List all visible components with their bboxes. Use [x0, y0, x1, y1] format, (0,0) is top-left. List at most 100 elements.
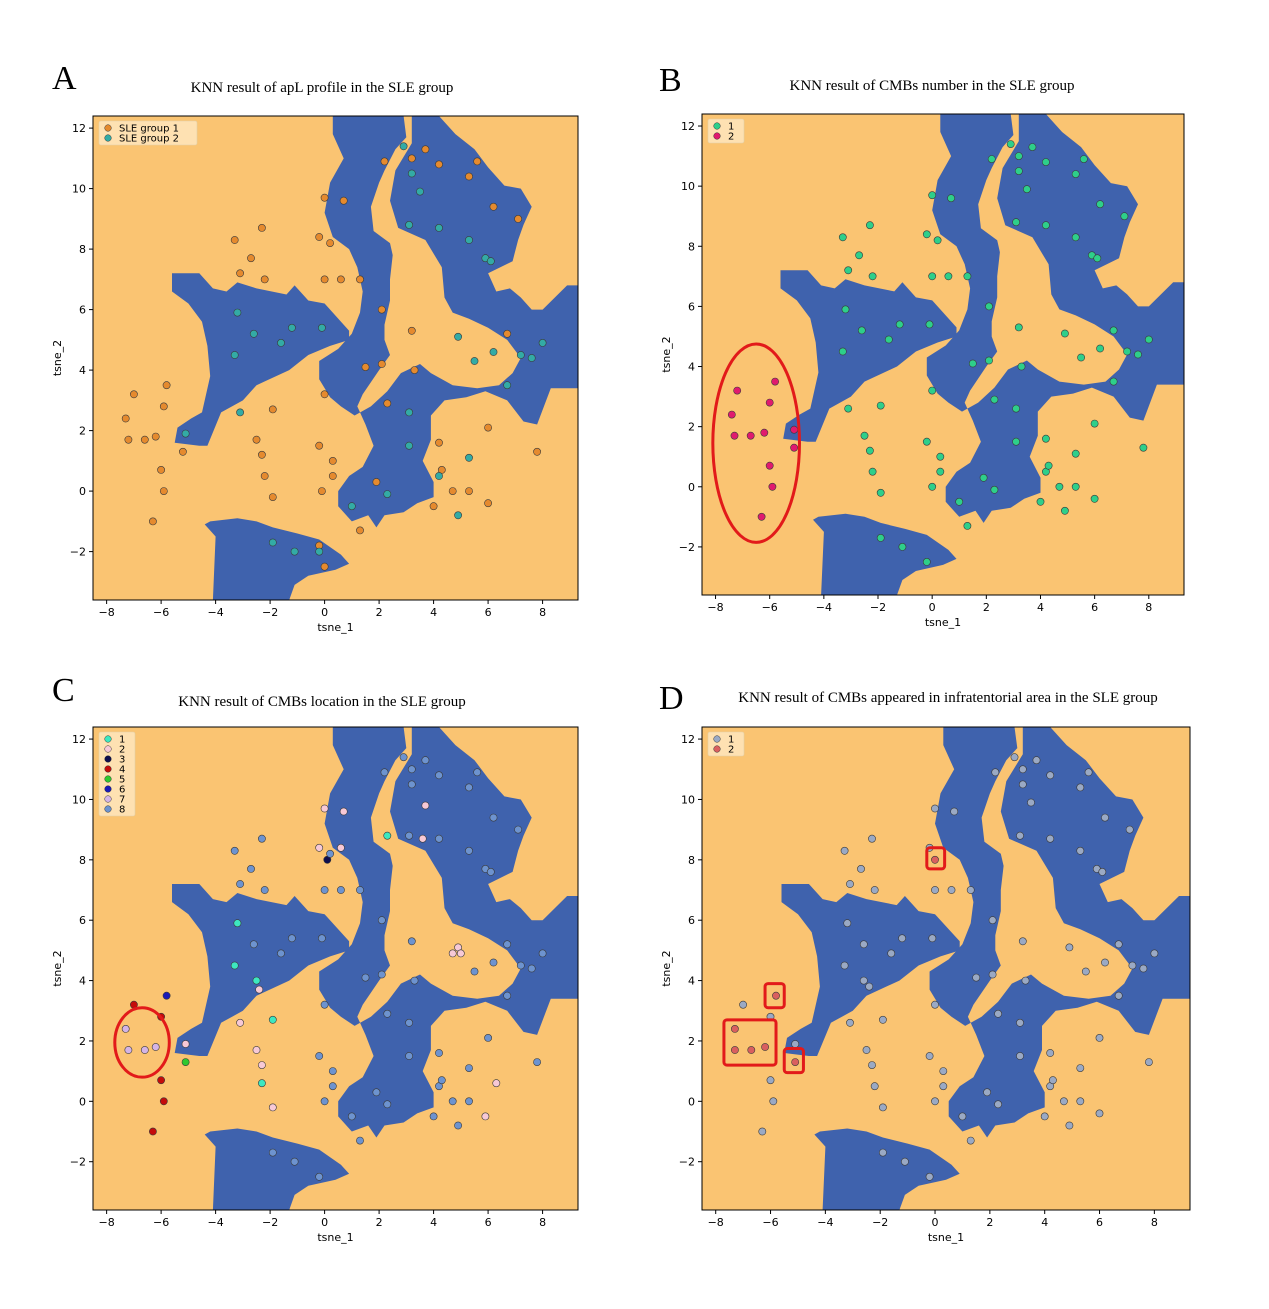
- legend-label: 7: [119, 795, 125, 806]
- data-point-series-1: [931, 855, 939, 864]
- data-point-series-1: [747, 1046, 756, 1054]
- y-tick-label: 12: [681, 120, 695, 133]
- data-point-series-0: [326, 239, 334, 247]
- data-point-series-7: [277, 949, 285, 958]
- data-point-series-0: [1018, 780, 1027, 789]
- legend-label: 5: [119, 775, 125, 786]
- panel-letter-c: C: [52, 672, 75, 709]
- legend-marker: [104, 805, 112, 813]
- x-tick-label: 6: [485, 606, 492, 619]
- data-point-series-0: [230, 236, 239, 244]
- legend-marker: [104, 745, 112, 753]
- data-point-series-0: [124, 435, 133, 444]
- data-point-series-0: [159, 402, 168, 411]
- data-point-series-0: [758, 1127, 767, 1136]
- y-tick-label: −2: [679, 541, 695, 554]
- data-point-series-0: [950, 807, 959, 816]
- data-point-series-7: [435, 771, 443, 780]
- data-point-series-0: [1017, 362, 1026, 371]
- data-point-series-1: [527, 354, 536, 362]
- x-tick-label: 4: [430, 1216, 437, 1229]
- data-point-series-0: [866, 446, 874, 455]
- data-point-series-7: [268, 1148, 277, 1157]
- data-point-series-0: [898, 543, 907, 551]
- plot-frame: [701, 113, 1185, 596]
- data-point-series-0: [257, 450, 266, 459]
- data-point-series-0: [320, 390, 329, 399]
- panel-letter-a: A: [52, 60, 77, 97]
- data-point-series-0: [928, 482, 937, 491]
- data-point-series-0: [1012, 404, 1020, 413]
- legend-label: 8: [119, 805, 125, 816]
- data-point-series-0: [865, 982, 874, 991]
- regions-blue: [172, 727, 578, 1210]
- data-point-series-0: [955, 497, 964, 506]
- data-point-series-7: [538, 949, 547, 958]
- x-tick-label: −6: [153, 606, 169, 619]
- data-point-series-0: [931, 886, 939, 894]
- panel-title-b: KNN result of CMBs number in the SLE gro…: [789, 78, 1075, 94]
- data-point-series-7: [249, 940, 258, 949]
- x-tick-label: 2: [986, 1216, 993, 1229]
- data-point-series-7: [435, 1049, 443, 1057]
- data-point-series-1: [489, 348, 498, 356]
- data-point-series-0: [966, 886, 975, 894]
- data-point-series-0: [991, 768, 1000, 777]
- data-point-series-3: [157, 1076, 165, 1085]
- data-point-series-0: [928, 934, 937, 943]
- data-point-series-0: [1012, 437, 1020, 446]
- data-point-series-7: [383, 1009, 392, 1018]
- y-tick-label: 0: [79, 485, 86, 498]
- data-point-series-0: [473, 157, 482, 166]
- data-point-series-0: [1023, 185, 1031, 194]
- region-blue-1: [926, 114, 1184, 523]
- data-point-series-1: [731, 1025, 739, 1033]
- y-tick-label: 6: [79, 304, 86, 317]
- data-point-series-0: [933, 236, 942, 245]
- legend-marker: [104, 735, 112, 743]
- data-point-series-0: [1109, 326, 1118, 335]
- data-point-series-4: [181, 1058, 190, 1066]
- legend-marker: [713, 122, 721, 130]
- points: [727, 140, 1153, 566]
- data-point-series-0: [936, 452, 945, 461]
- data-point-series-0: [484, 423, 492, 432]
- data-point-series-7: [230, 846, 239, 855]
- highlight-box: [782, 1046, 805, 1075]
- regions-blue: [781, 727, 1190, 1210]
- data-point-series-1: [790, 425, 798, 434]
- data-point-series-0: [407, 154, 416, 163]
- data-point-series-0: [966, 1136, 975, 1145]
- data-point-series-1: [746, 431, 755, 440]
- x-axis-label: tsne_1: [928, 1231, 964, 1244]
- data-point-series-7: [489, 958, 498, 967]
- data-point-series-1: [791, 1058, 800, 1066]
- x-tick-label: −6: [762, 601, 778, 614]
- data-point-series-1: [465, 453, 473, 462]
- data-point-series-0: [862, 1046, 871, 1054]
- data-point-series-0: [922, 437, 931, 446]
- data-point-series-0: [840, 846, 849, 855]
- data-point-series-0: [268, 405, 277, 414]
- data-point-series-1: [268, 1103, 277, 1112]
- legend-label: 1: [119, 735, 125, 746]
- data-point-series-7: [405, 831, 413, 840]
- y-tick-label: 4: [688, 361, 695, 374]
- data-point-series-7: [236, 880, 244, 888]
- data-point-series-0: [766, 1076, 775, 1085]
- legend-marker: [104, 785, 112, 793]
- y-tick-label: 10: [72, 793, 86, 806]
- points: [121, 142, 547, 571]
- data-point-series-1: [503, 381, 512, 390]
- data-point-series-0: [465, 172, 473, 181]
- data-point-series-1: [416, 187, 424, 196]
- y-tick-label: 10: [681, 180, 695, 193]
- data-point-series-7: [405, 1018, 413, 1027]
- data-point-series-1: [287, 323, 296, 332]
- data-point-series-7: [437, 1076, 446, 1085]
- data-point-series-0: [925, 320, 934, 329]
- legend-label: SLE group 2: [119, 134, 179, 145]
- data-point-series-0: [1114, 991, 1123, 1000]
- data-point-series-1: [486, 257, 495, 266]
